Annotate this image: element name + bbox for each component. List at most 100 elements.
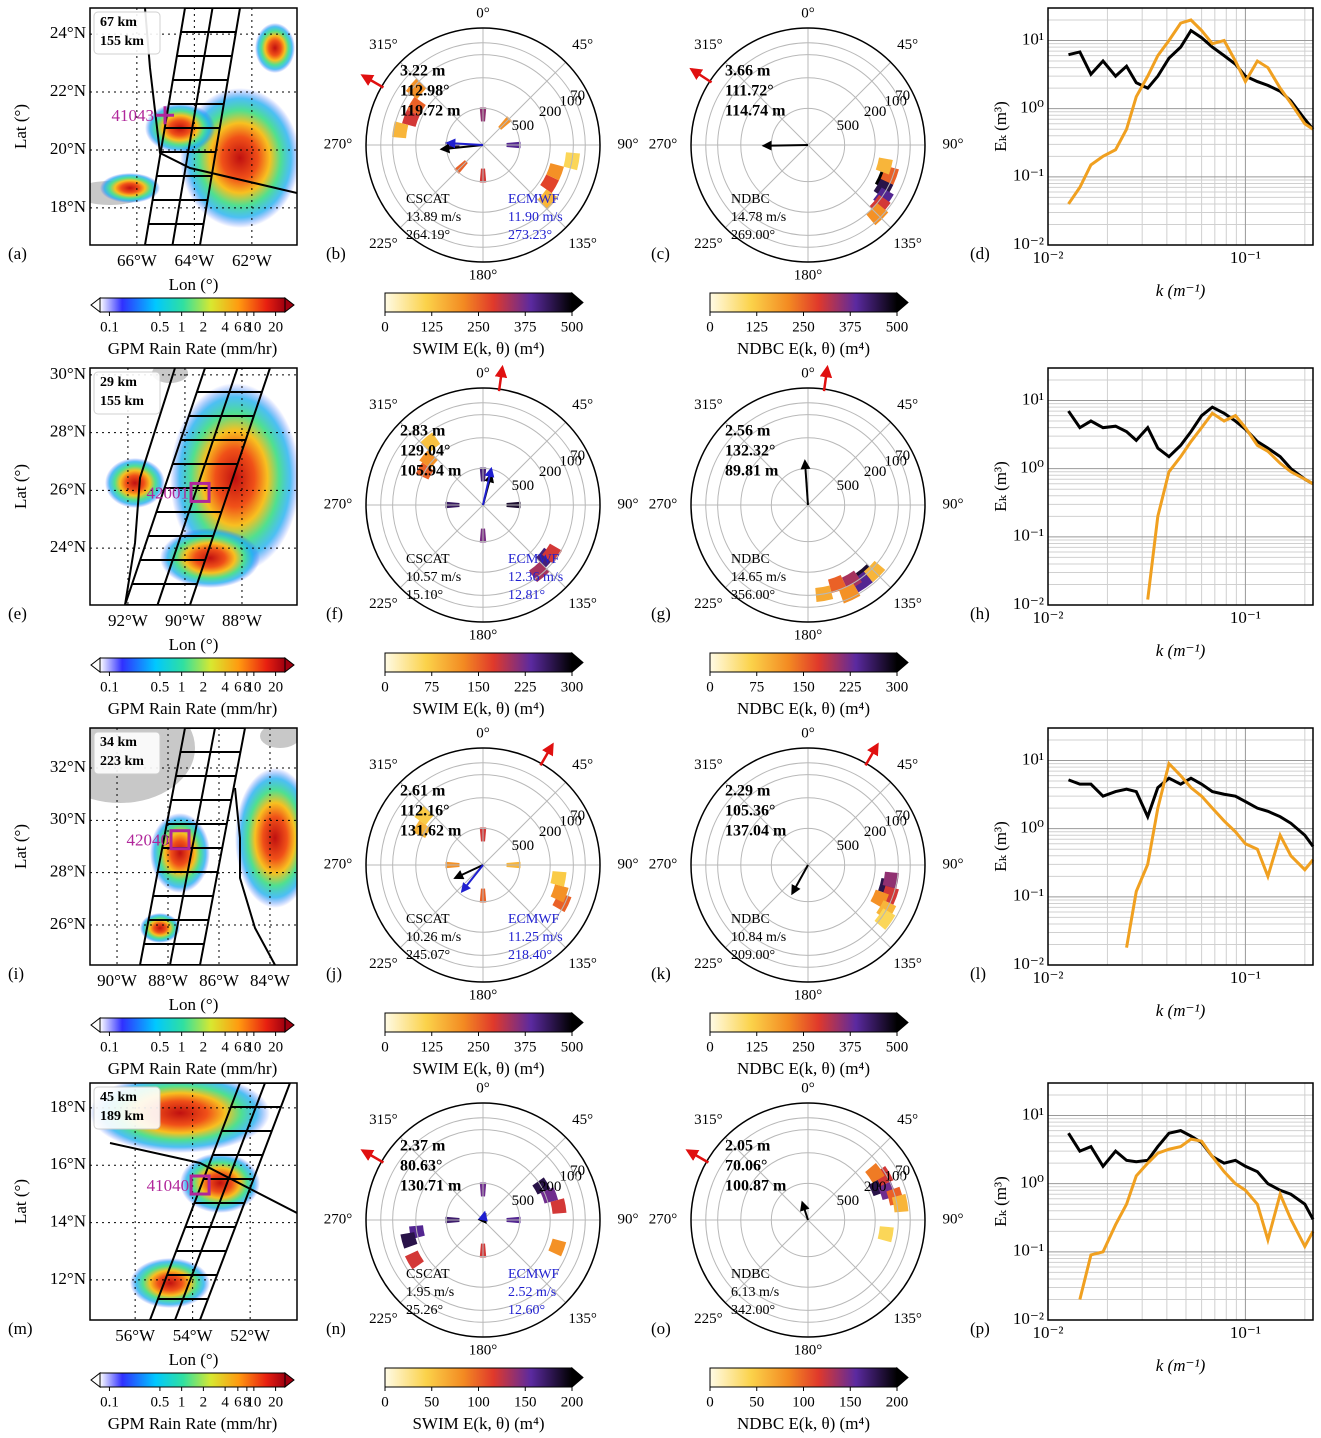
spectrum-line	[1067, 18, 1314, 205]
y-tick-label: 10⁻²	[1013, 234, 1044, 253]
colorbar-extend	[284, 1016, 295, 1034]
grid-spoke	[807, 61, 892, 146]
wind-speed: 14.65 m/s	[731, 570, 786, 585]
colorbar-tick-label: 6	[234, 1039, 242, 1055]
colorbar	[709, 652, 898, 673]
grid-spoke	[482, 1219, 567, 1304]
r-tick-label: 100	[885, 453, 908, 469]
theta-tick-label: 225°	[369, 956, 398, 972]
wind-speed: 13.89 m/s	[406, 210, 461, 225]
panel-label: (f)	[326, 604, 343, 623]
x-axis-label: Lon (°)	[169, 275, 219, 294]
y-tick-label: 10⁻¹	[1013, 886, 1044, 905]
grid-spoke	[724, 61, 809, 146]
x-axis-label: k (m⁻¹)	[1156, 641, 1206, 660]
wave-stat: 2.37 m	[400, 1138, 446, 1155]
theta-tick-label: 225°	[694, 1311, 723, 1327]
colorbar-extend	[896, 651, 909, 674]
colorbar-extend	[896, 291, 909, 314]
panel-label: (e)	[8, 604, 27, 623]
theta-tick-label: 45°	[572, 397, 593, 413]
y-tick-label: 10⁰	[1020, 458, 1044, 477]
theta-tick-label: 270°	[324, 856, 353, 872]
spectrum-line	[1067, 776, 1315, 848]
spectrum-line	[1067, 405, 1314, 486]
y-tick-label: 10⁻¹	[1013, 1241, 1044, 1260]
y-tick-label: 26°N	[50, 914, 86, 933]
wind-speed: 10.84 m/s	[731, 930, 786, 945]
theta-tick-label: 135°	[568, 1311, 597, 1327]
colorbar-extend	[571, 1011, 584, 1034]
wave-arrow	[689, 67, 713, 84]
theta-tick-label: 270°	[324, 1211, 353, 1227]
wind-source: ECMWF	[508, 912, 560, 927]
frame	[1047, 367, 1314, 606]
theta-tick-label: 135°	[893, 236, 922, 252]
colorbar-tick-label: 0	[706, 319, 714, 335]
swath-line	[156, 368, 239, 605]
grid-spoke	[724, 1136, 809, 1221]
buoy-marker	[189, 481, 211, 503]
wave-stat: 3.66 m	[725, 63, 771, 80]
r-tick-label: 200	[539, 1179, 562, 1195]
grid-spoke	[399, 1219, 484, 1304]
colorbar-tick-label: 1	[178, 1039, 186, 1055]
wave-stat: 2.05 m	[725, 1138, 771, 1155]
wind-direction: 356.00°	[731, 588, 775, 603]
y-tick-label: 10⁻²	[1013, 594, 1044, 613]
colorbar-tick-label: 2	[200, 319, 208, 335]
theta-tick-label: 225°	[694, 596, 723, 612]
panel-label: (j)	[326, 964, 342, 983]
colorbar	[384, 1367, 573, 1388]
r-tick-label: 200	[864, 824, 887, 840]
map-area	[90, 368, 297, 605]
wind-arrow	[478, 1210, 488, 1222]
r-tick-label: 100	[560, 453, 583, 469]
y-tick-label: 26°N	[50, 479, 86, 498]
buoy-marker	[189, 1174, 211, 1196]
y-axis-label: Eₖ (m³)	[991, 821, 1010, 871]
wind-direction: 264.19°	[406, 228, 450, 243]
wind-direction: 245.07°	[406, 948, 450, 963]
r-tick-label: 200	[864, 104, 887, 120]
theta-tick-label: 0°	[476, 725, 490, 741]
buoy-marker	[156, 106, 175, 125]
land	[152, 368, 188, 383]
wind-direction: 15.10°	[406, 588, 443, 603]
panel-label: (k)	[651, 964, 671, 983]
wave-stat: 111.72°	[725, 83, 774, 100]
wind-source: NDBC	[731, 1267, 770, 1282]
spectrum-cell	[839, 583, 861, 604]
grid-spoke	[482, 144, 567, 229]
x-tick-label: 88°W	[222, 611, 263, 630]
colorbar-tick-label: 75	[749, 679, 764, 695]
theta-tick-label: 225°	[369, 1311, 398, 1327]
annotation-box	[93, 731, 161, 775]
theta-tick-label: 315°	[369, 397, 398, 413]
colorbar-tick-label: 200	[886, 1394, 909, 1410]
colorbar-tick-label: 250	[467, 1039, 490, 1055]
colorbar-tick-label: 2	[200, 1394, 208, 1410]
wave-arrow	[360, 74, 385, 89]
y-tick-label: 18°N	[50, 197, 86, 216]
annotation: 45 km	[100, 1090, 137, 1105]
wave-arrow	[494, 364, 508, 392]
wind-direction: 273.23°	[508, 228, 552, 243]
spectrum-cell	[540, 1187, 559, 1204]
x-tick-label: 90°W	[97, 971, 138, 990]
colorbar-tick-label: 125	[746, 319, 769, 335]
rain-area	[255, 23, 295, 73]
x-tick-label: 64°W	[174, 251, 215, 270]
wave-stat: 2.61 m	[400, 783, 446, 800]
x-tick-label: 62°W	[232, 251, 273, 270]
theta-tick-label: 270°	[649, 136, 678, 152]
theta-tick-label: 45°	[897, 37, 918, 53]
wave-stat: 112.98°	[400, 83, 450, 100]
colorbar-tick-label: 4	[221, 1394, 229, 1410]
wave-stat: 129.04°	[400, 443, 450, 460]
spectrum-line	[1068, 28, 1315, 131]
theta-tick-label: 45°	[572, 1112, 593, 1128]
wind-arrow	[791, 864, 809, 896]
